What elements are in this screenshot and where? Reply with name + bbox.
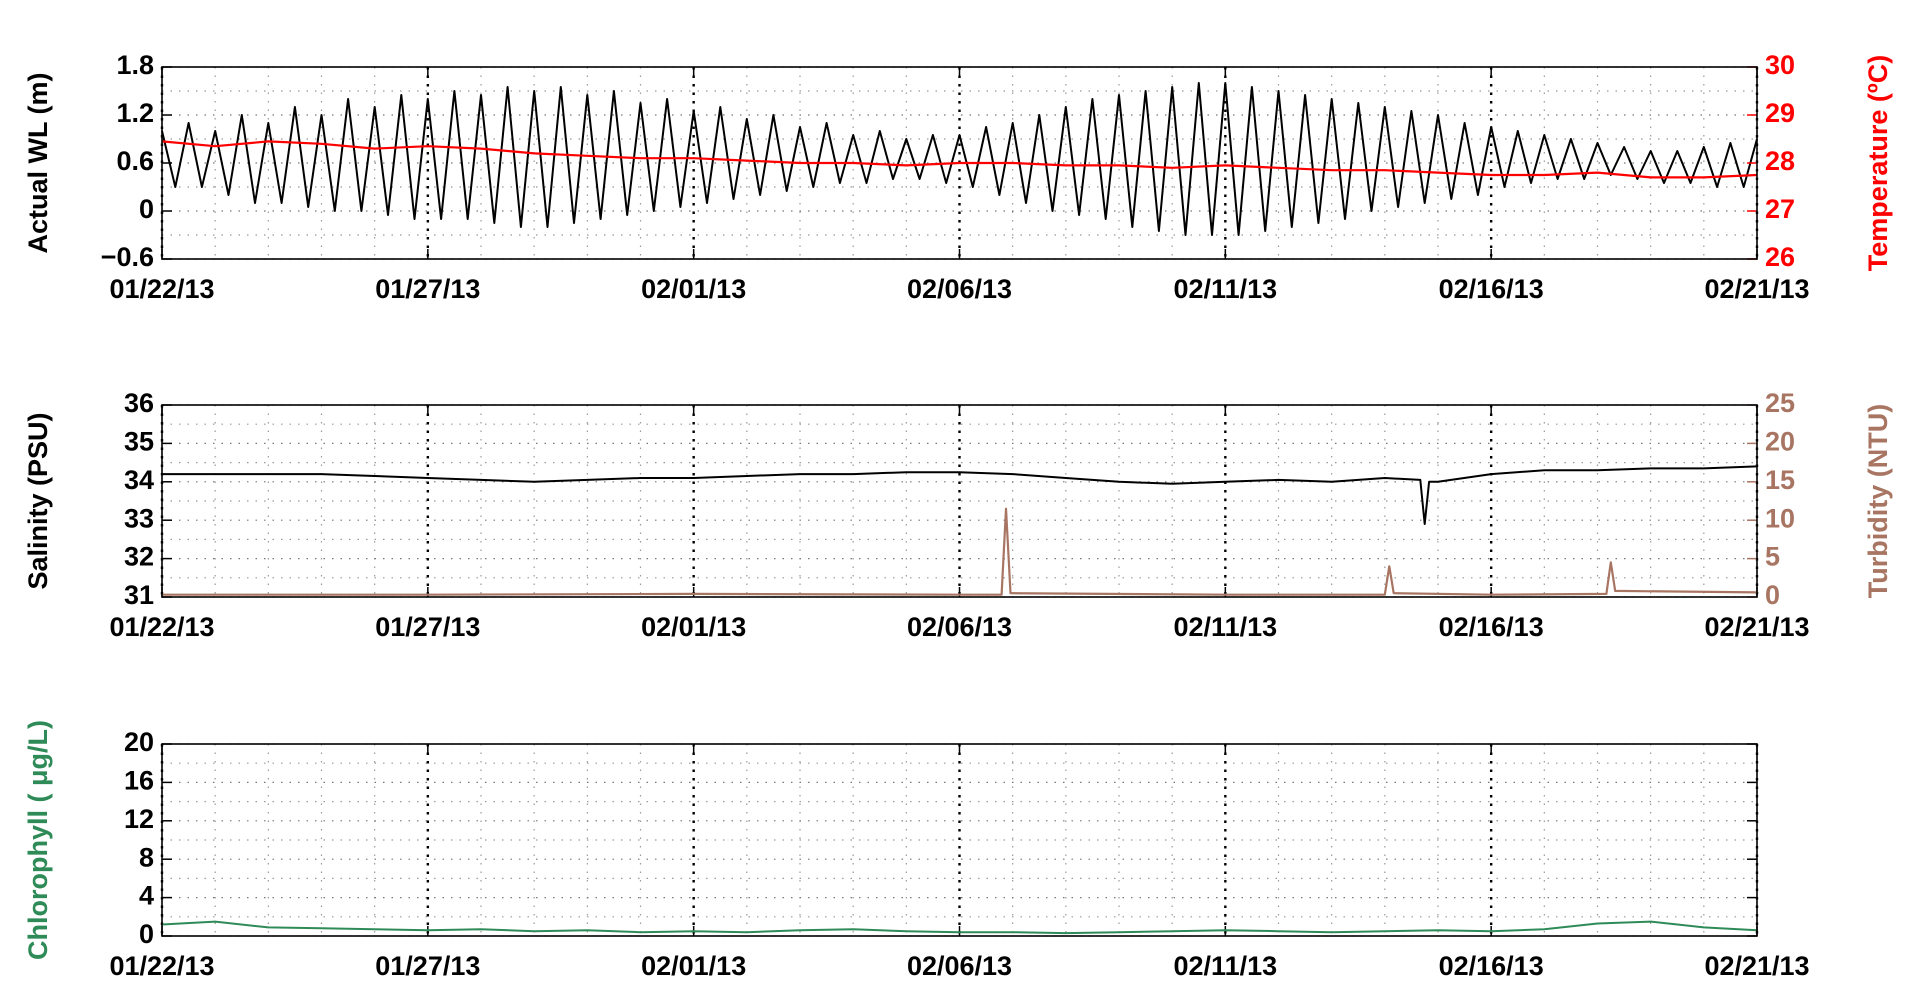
x-tick-label: 02/06/13	[907, 274, 1012, 304]
x-tick-label: 02/11/13	[1174, 951, 1278, 981]
y2-tick-label: 25	[1765, 388, 1795, 418]
data-line	[162, 465, 1758, 525]
x-tick-label: 02/21/13	[1704, 274, 1809, 304]
x-tick-label: 02/01/13	[641, 274, 746, 304]
y-tick-label: 1.2	[116, 98, 154, 128]
y2-tick-label: 5	[1765, 542, 1780, 572]
y2-tick-label: 0	[1765, 580, 1780, 610]
data-line	[161, 920, 1758, 935]
x-tick-label: 01/27/13	[375, 612, 480, 642]
y2-axis-label: Temperature (ºC)	[1863, 55, 1893, 271]
panel: 0 4 8 12 16 20 01/22/13 01/27/13 02/01/13 02/06/1…	[23, 720, 1809, 981]
x-tick-label: 02/16/13	[1439, 274, 1544, 304]
x-tick-label: 01/27/13	[375, 274, 480, 304]
y-tick-label: 34	[124, 465, 154, 495]
plot-frame	[161, 66, 1758, 260]
y-axis-label: Actual WL (m)	[23, 73, 53, 254]
x-tick-label: 01/22/13	[109, 951, 214, 981]
y-tick-label: 35	[124, 427, 154, 457]
y2-tick-label: 27	[1765, 194, 1795, 224]
x-tick-label: 02/16/13	[1439, 612, 1544, 642]
plot-frame	[161, 404, 1758, 598]
y2-tick-label: 28	[1765, 146, 1795, 176]
y-tick-label: 0	[139, 919, 154, 949]
y-tick-label: 0	[139, 194, 154, 224]
x-tick-label: 02/11/13	[1174, 612, 1278, 642]
y-tick-label: 1.8	[116, 50, 154, 80]
y-tick-label: 32	[124, 542, 154, 572]
panel: 31 32 33 34 35 36 01/22/13 01/27/13 02/01/13 02/0…	[23, 388, 1893, 642]
y2-tick-label: 20	[1765, 427, 1795, 457]
x-tick-label: 02/16/13	[1439, 951, 1544, 981]
y2-tick-label: 26	[1765, 242, 1795, 272]
y-tick-label: 8	[139, 842, 154, 872]
y2-tick-label: 15	[1765, 465, 1795, 495]
data-line	[162, 507, 1758, 596]
x-tick-label: 02/06/13	[907, 951, 1012, 981]
y-axis-label: Chlorophyll ( μg/L)	[23, 720, 53, 960]
y-tick-label: 16	[124, 766, 154, 796]
y-tick-label: 33	[124, 503, 154, 533]
plot-frame	[161, 743, 1758, 937]
x-tick-label: 02/01/13	[641, 951, 746, 981]
x-tick-label: 01/27/13	[375, 951, 480, 981]
x-tick-label: 02/01/13	[641, 612, 746, 642]
y-axis-label: Salinity (PSU)	[23, 412, 53, 589]
x-tick-label: 02/11/13	[1174, 274, 1278, 304]
y2-tick-label: 29	[1765, 98, 1795, 128]
y-tick-label: 36	[124, 388, 154, 418]
y-tick-label: −0.6	[101, 242, 154, 272]
y-tick-label: 4	[139, 881, 154, 911]
x-tick-label: 02/21/13	[1704, 951, 1809, 981]
y-tick-label: 31	[124, 580, 154, 610]
y2-axis-label: Turbidity (NTU)	[1863, 404, 1893, 598]
panel: −0.6 0 0.6 1.2 1.8 01/22/13 01/27/13 02/01/13 02…	[23, 50, 1893, 304]
y2-tick-label: 30	[1765, 50, 1795, 80]
x-tick-label: 02/06/13	[907, 612, 1012, 642]
y-tick-label: 20	[124, 727, 154, 757]
y-tick-label: 12	[124, 804, 154, 834]
x-tick-label: 02/21/13	[1704, 612, 1809, 642]
data-line	[161, 140, 1758, 179]
y-tick-label: 0.6	[116, 146, 154, 176]
data-line	[161, 82, 1758, 236]
x-tick-label: 01/22/13	[109, 274, 214, 304]
x-tick-label: 01/22/13	[109, 612, 214, 642]
y2-tick-label: 10	[1765, 503, 1795, 533]
